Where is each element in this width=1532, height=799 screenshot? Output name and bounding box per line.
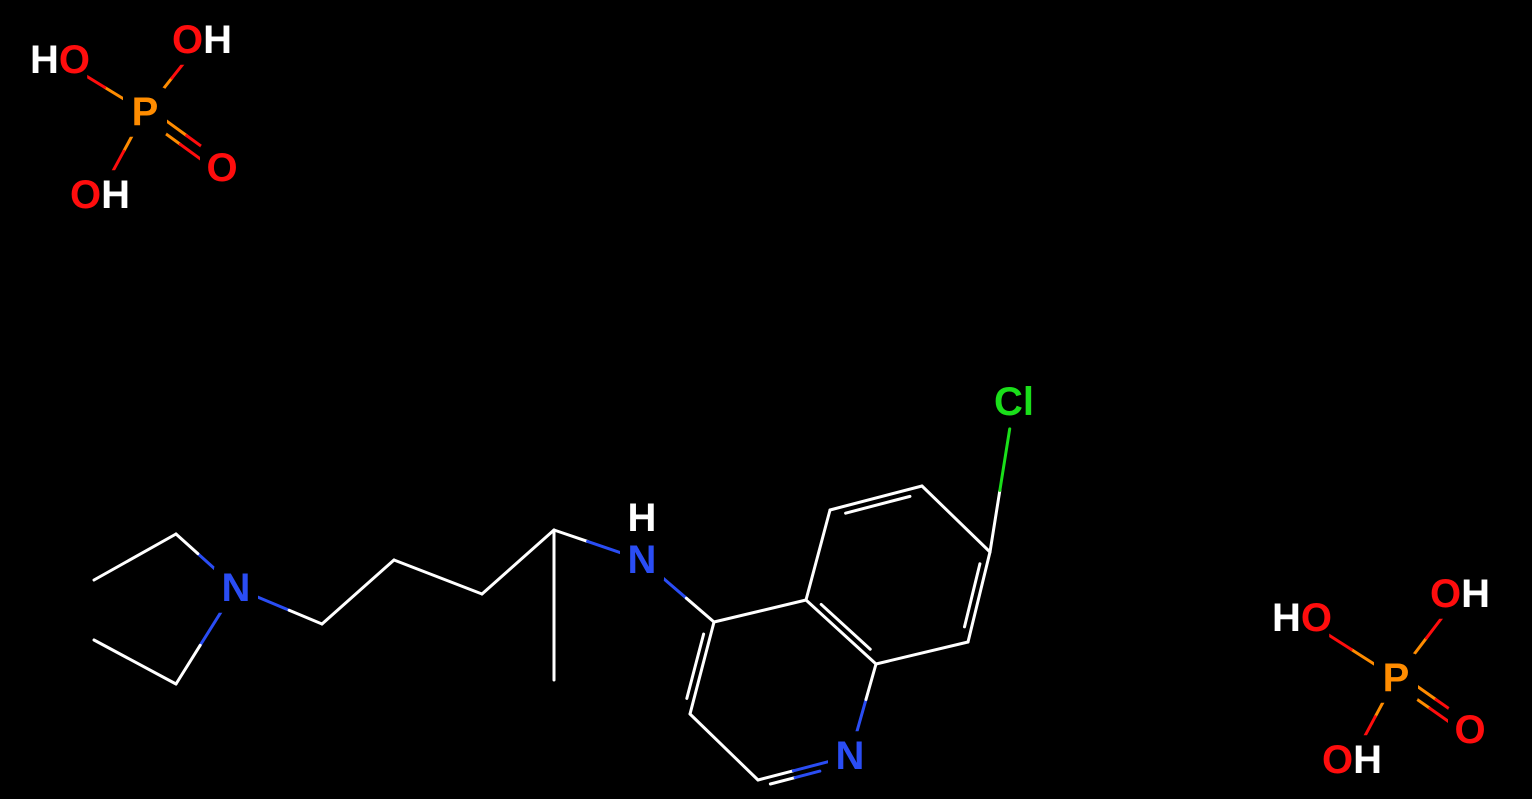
- atom-O1c-label: HO: [30, 38, 90, 82]
- atom-O2c-label: HO: [1272, 596, 1332, 640]
- atom-P1-label: P: [132, 90, 159, 134]
- atom-O1b-label: OH: [172, 18, 232, 62]
- atom-O2d-label: OH: [1322, 738, 1382, 782]
- canvas-background: [0, 0, 1532, 799]
- atom-P2-label: P: [1383, 656, 1410, 700]
- atom-O1d-label: OH: [70, 173, 130, 217]
- atom-O2a-label: O: [1454, 708, 1485, 752]
- atom-Nh-label: N: [628, 538, 657, 582]
- atom-Cl-label: Cl: [994, 380, 1034, 424]
- atom-O1a-label: O: [206, 146, 237, 190]
- molecule-canvas: NNHNClPOOHHOOHPOOHHOOH: [0, 0, 1532, 799]
- atom-Na-label: N: [222, 566, 251, 610]
- atom-Nq1-label: N: [836, 734, 865, 778]
- atom-O2b-label: OH: [1430, 572, 1490, 616]
- atom-Hnh-label: H: [628, 496, 657, 540]
